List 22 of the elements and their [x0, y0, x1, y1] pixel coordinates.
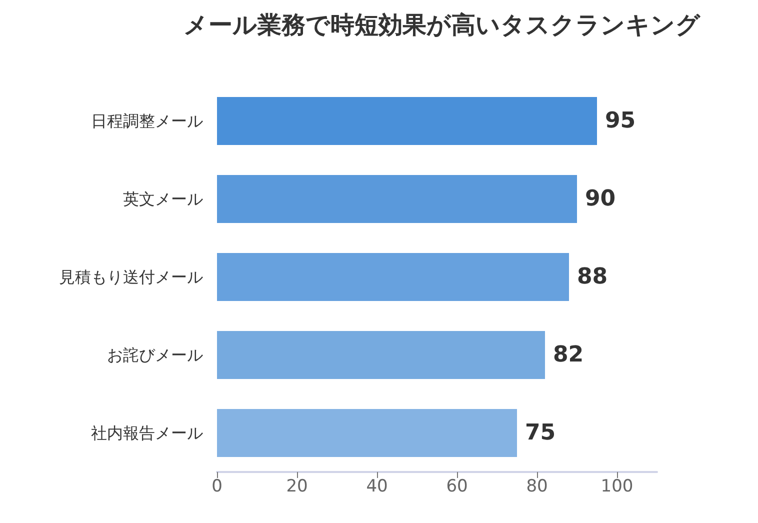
x-tick-label: 20 — [286, 476, 308, 496]
x-tick-label: 40 — [366, 476, 388, 496]
bar — [217, 253, 569, 301]
bar — [217, 97, 597, 145]
bar — [217, 331, 545, 379]
data-label: 88 — [577, 264, 608, 290]
x-tick-label: 80 — [526, 476, 548, 496]
bar — [217, 409, 517, 457]
y-tick-label: 英文メール — [123, 190, 203, 208]
bar — [217, 175, 577, 223]
data-label: 90 — [585, 186, 616, 212]
data-label: 95 — [605, 108, 636, 134]
chart-title: メール業務で時短効果が高いタスクランキング — [184, 11, 702, 39]
data-label: 75 — [525, 420, 556, 446]
x-tick-label: 60 — [446, 476, 468, 496]
y-tick-label: 見積もり送付メール — [59, 268, 203, 286]
y-tick-label: 日程調整メール — [91, 112, 203, 130]
x-tick-label: 0 — [212, 476, 222, 496]
y-tick-label: 社内報告メール — [91, 424, 203, 442]
y-tick-label: お詫びメール — [107, 346, 203, 364]
data-label: 82 — [553, 342, 584, 368]
x-tick-label: 100 — [600, 476, 634, 496]
